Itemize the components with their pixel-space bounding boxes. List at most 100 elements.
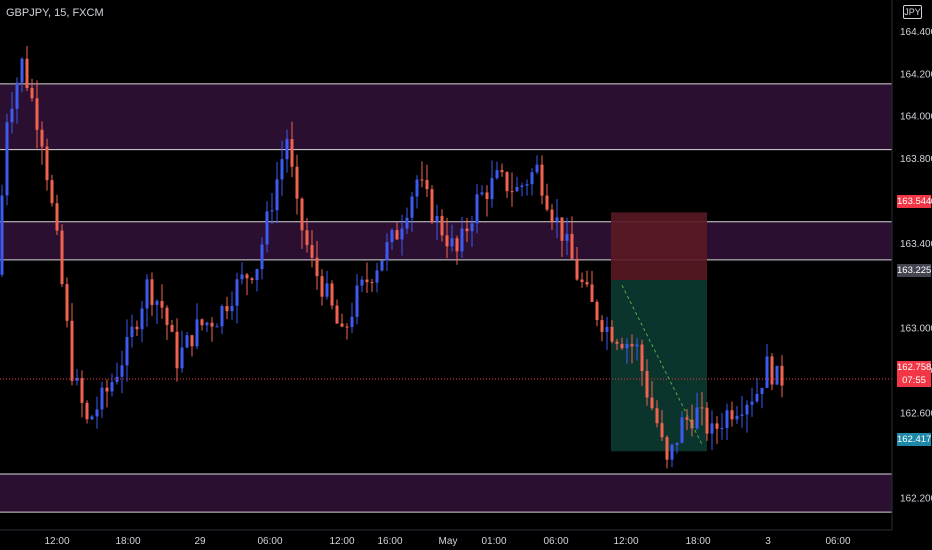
candle-body xyxy=(760,387,764,394)
x-tick-label: 12:00 xyxy=(329,536,354,547)
x-tick-label: 29 xyxy=(194,536,206,547)
x-tick-label: 01:00 xyxy=(481,536,506,547)
candle-body xyxy=(465,228,469,232)
candle-body xyxy=(500,170,504,173)
candle-body xyxy=(530,172,534,185)
candle-body xyxy=(460,228,464,252)
candle-body xyxy=(375,270,379,283)
candle-body xyxy=(750,401,754,405)
zones-layer xyxy=(0,83,892,513)
candle-body xyxy=(130,326,134,338)
candle-body xyxy=(720,427,724,429)
position-layer xyxy=(611,212,707,452)
candle-body xyxy=(70,320,74,381)
candle-body xyxy=(410,196,414,218)
candle-body xyxy=(65,284,69,321)
ticker-label: GBPJPY, 15, FXCM xyxy=(6,7,104,19)
candle-body xyxy=(175,331,179,369)
candle-body xyxy=(670,444,674,460)
candle-body xyxy=(280,159,284,180)
candle-body xyxy=(25,58,29,89)
x-tick-label: 12:00 xyxy=(44,536,69,547)
currency-badge[interactable]: JPY xyxy=(903,5,922,19)
zone-2 xyxy=(0,474,892,513)
candle-body xyxy=(695,407,699,429)
candle-body xyxy=(540,164,544,196)
candle-body xyxy=(285,139,289,160)
candle-body xyxy=(560,217,564,241)
candle-body xyxy=(155,300,159,305)
candle-body xyxy=(685,417,689,420)
candle-body xyxy=(440,216,444,236)
x-tick-label: 06:00 xyxy=(543,536,568,547)
candle-body xyxy=(260,244,264,270)
candle-body xyxy=(655,408,659,424)
candle-body xyxy=(510,191,514,193)
candle-body xyxy=(125,337,129,366)
candle-body xyxy=(725,410,729,428)
candle-body xyxy=(85,402,89,420)
candle-body xyxy=(145,279,149,309)
candle-body xyxy=(445,235,449,247)
candle-body xyxy=(205,322,209,326)
y-tick-label: 163.400 xyxy=(900,239,932,250)
candle-body xyxy=(405,217,409,229)
candle-body xyxy=(610,326,614,342)
candle-body xyxy=(550,209,554,222)
candle-body xyxy=(420,179,424,181)
candle-body xyxy=(305,230,309,246)
candle-body xyxy=(780,365,784,386)
candle-body xyxy=(190,335,194,347)
candle-body xyxy=(705,407,709,434)
candle-body xyxy=(150,279,154,305)
zone-0 xyxy=(0,83,892,150)
candle-body xyxy=(255,269,259,281)
candle-body xyxy=(620,343,624,349)
candle-body xyxy=(490,178,494,200)
candle-body xyxy=(60,230,64,285)
x-tick-label: 16:00 xyxy=(377,536,402,547)
candle-body xyxy=(360,279,364,286)
candle-body xyxy=(80,378,84,403)
x-tick-label: 3 xyxy=(765,536,771,547)
candle-body xyxy=(90,416,94,420)
candle-body xyxy=(230,305,234,312)
candle-body xyxy=(660,423,664,438)
x-tick-label: 18:00 xyxy=(115,536,140,547)
candle-body xyxy=(415,179,419,197)
candle-body xyxy=(335,305,339,324)
x-tick-label: 18:00 xyxy=(685,536,710,547)
candle-body xyxy=(640,344,644,372)
x-tick-label: 12:00 xyxy=(613,536,638,547)
candle-body xyxy=(350,316,354,328)
candle-body xyxy=(385,242,389,261)
last-price-tag: 162.758 xyxy=(897,361,932,374)
candle-body xyxy=(755,393,759,402)
y-tick-label: 164.000 xyxy=(900,112,932,123)
candle-body xyxy=(100,387,104,410)
candle-body xyxy=(730,410,734,420)
candle-body xyxy=(265,211,269,245)
y-tick-label: 163.000 xyxy=(900,324,932,335)
candle-body xyxy=(775,365,779,385)
overlay-layer xyxy=(0,285,892,445)
candle-body xyxy=(665,437,669,460)
candle-body xyxy=(435,216,439,222)
candle-body xyxy=(270,210,274,212)
candle-body xyxy=(635,344,639,347)
candle-body xyxy=(340,323,344,327)
candle-body xyxy=(770,356,774,385)
candle-body xyxy=(320,276,324,297)
candle-body xyxy=(210,322,214,327)
candle-body xyxy=(35,98,39,130)
candle-body xyxy=(680,417,684,443)
candle-body xyxy=(170,324,174,332)
candle-body xyxy=(595,301,599,321)
candle-body xyxy=(225,306,229,312)
candle-body xyxy=(545,195,549,210)
candle-body xyxy=(690,419,694,429)
candle-body xyxy=(565,233,569,241)
candle-body xyxy=(55,203,59,231)
candle-body xyxy=(515,187,519,192)
